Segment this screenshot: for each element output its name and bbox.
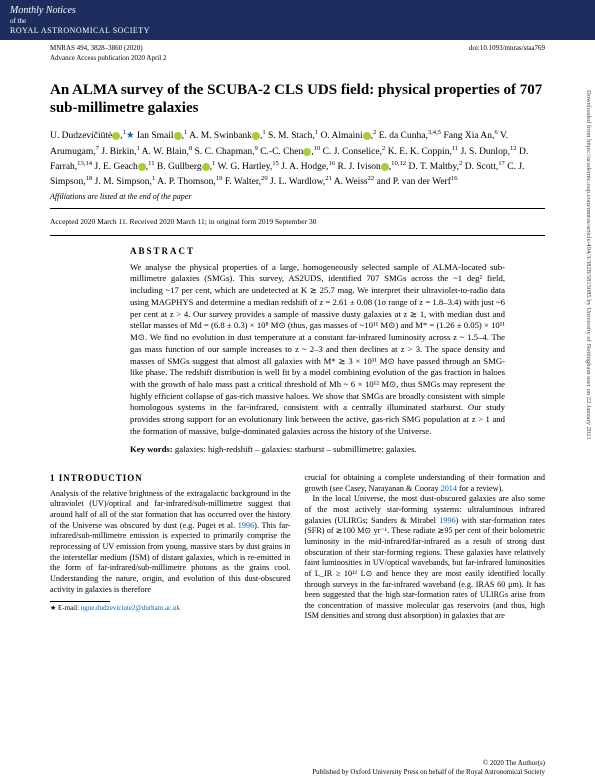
citation-link[interactable]: 2014 <box>441 484 457 493</box>
orcid-icon[interactable] <box>202 163 210 171</box>
orcid-icon[interactable] <box>381 163 389 171</box>
orcid-icon[interactable] <box>363 132 371 140</box>
keywords-label: Key words: <box>130 444 173 454</box>
section-heading: 1 INTRODUCTION <box>50 473 291 485</box>
paragraph: crucial for obtaining a complete underst… <box>305 473 546 494</box>
pub-date: Advance Access publication 2020 April 2 <box>50 54 166 63</box>
paragraph: In the local Universe, the most dust-obs… <box>305 494 546 622</box>
footnote: ★ E-mail: ugne.dudzeviciute2@durham.ac.u… <box>50 604 291 613</box>
download-source: Downloaded from https://academic.oup.com… <box>584 90 592 690</box>
doi: doi:10.1093/mnras/staa769 <box>469 44 545 62</box>
orcid-icon[interactable] <box>252 132 260 140</box>
footnote-rule <box>50 601 110 602</box>
citation-link[interactable]: 1996 <box>238 521 254 530</box>
journal-subtitle: of the <box>10 17 585 26</box>
column-left: 1 INTRODUCTION Analysis of the relative … <box>50 473 291 622</box>
journal-banner: Monthly Notices of the ROYAL ASTRONOMICA… <box>0 0 595 40</box>
paper-title: An ALMA survey of the SCUBA-2 CLS UDS fi… <box>50 81 545 119</box>
abstract-block: ABSTRACT We analyse the physical propert… <box>130 246 505 455</box>
abstract-text: We analyse the physical properties of a … <box>130 262 505 438</box>
abstract-heading: ABSTRACT <box>130 246 505 258</box>
page-footer: © 2020 The Author(s) Published by Oxford… <box>50 759 545 776</box>
orcid-icon[interactable] <box>112 132 120 140</box>
column-right: crucial for obtaining a complete underst… <box>305 473 546 622</box>
orcid-icon[interactable] <box>174 132 182 140</box>
footnote-label: ★ E-mail: <box>50 604 79 612</box>
citation-link[interactable]: 1996 <box>439 516 455 525</box>
affiliation-note: Affiliations are listed at the end of th… <box>0 190 595 204</box>
journal-title: Monthly Notices <box>10 4 585 17</box>
keywords: Key words: galaxies: high-redshift – gal… <box>130 444 505 455</box>
title-block: An ALMA survey of the SCUBA-2 CLS UDS fi… <box>0 65 595 129</box>
keywords-text: galaxies: high-redshift – galaxies: star… <box>175 444 417 454</box>
journal-society: ROYAL ASTRONOMICAL SOCIETY <box>10 26 585 36</box>
copyright: © 2020 The Author(s) <box>50 759 545 767</box>
publisher: Published by Oxford University Press on … <box>50 768 545 776</box>
citation-ref: MNRAS 494, 3828–3860 (2020) <box>50 44 166 53</box>
manuscript-dates: Accepted 2020 March 11. Received 2020 Ma… <box>50 208 545 236</box>
orcid-icon[interactable] <box>138 163 146 171</box>
orcid-icon[interactable] <box>303 148 311 156</box>
author-list: U. Dudzevičiūtė,1★ Ian Smail,1 A. M. Swi… <box>0 128 595 190</box>
meta-left: MNRAS 494, 3828–3860 (2020) Advance Acce… <box>50 44 166 62</box>
paragraph: Analysis of the relative brightness of t… <box>50 489 291 596</box>
meta-row: MNRAS 494, 3828–3860 (2020) Advance Acce… <box>0 40 595 64</box>
body-columns: 1 INTRODUCTION Analysis of the relative … <box>0 465 595 622</box>
email-link[interactable]: ugne.dudzeviciute2@durham.ac.uk <box>81 604 180 612</box>
